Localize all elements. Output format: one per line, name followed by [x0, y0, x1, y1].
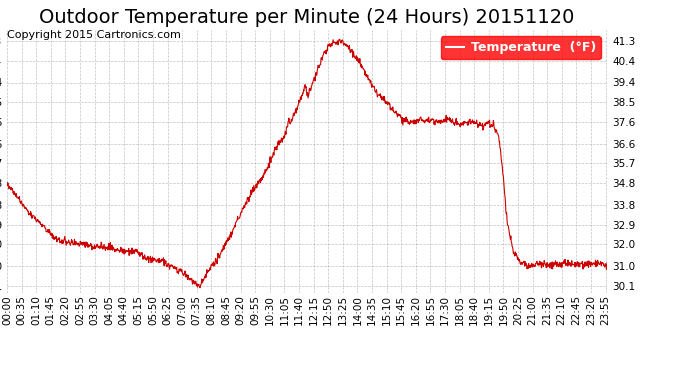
- Legend: Temperature  (°F): Temperature (°F): [441, 36, 601, 59]
- Text: Copyright 2015 Cartronics.com: Copyright 2015 Cartronics.com: [7, 30, 181, 40]
- Title: Outdoor Temperature per Minute (24 Hours) 20151120: Outdoor Temperature per Minute (24 Hours…: [39, 8, 575, 27]
